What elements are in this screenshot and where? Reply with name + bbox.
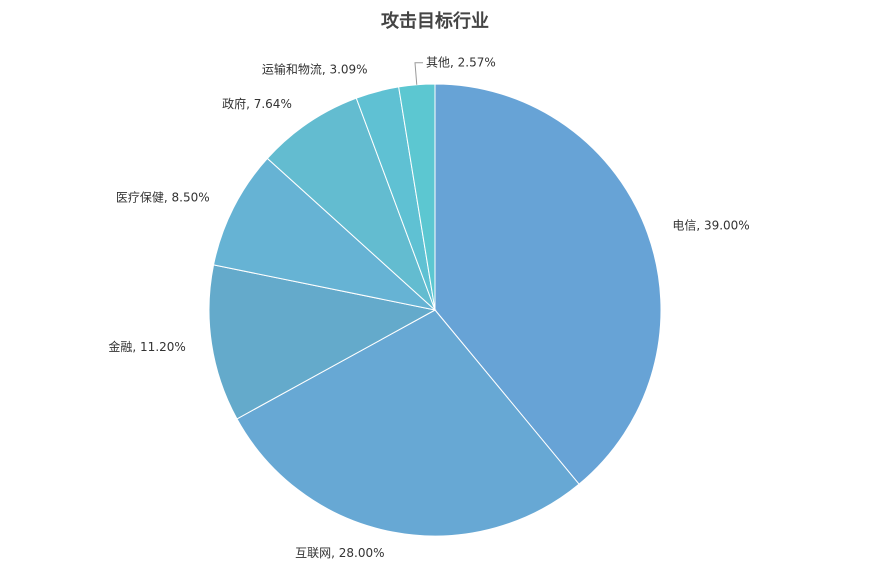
slice-label: 医疗保健, 8.50% (116, 191, 210, 205)
pie-slice (236, 309, 580, 537)
slice-label: 金融, 11.20% (108, 339, 185, 354)
pie-slice (266, 97, 436, 311)
pie-slice (434, 83, 662, 485)
chart-title: 攻击目标行业 (381, 10, 489, 32)
slice-label: 其他, 2.57% (426, 55, 496, 69)
pie-slice (208, 264, 437, 420)
pie-slice (212, 157, 437, 311)
slice-label: 互联网, 28.00% (295, 546, 384, 560)
slice-label: 电信, 39.00% (672, 218, 749, 232)
leader-line (414, 62, 423, 85)
slice-label: 运输和物流, 3.09% (262, 62, 368, 77)
slice-label: 政府, 7.64% (222, 96, 292, 111)
